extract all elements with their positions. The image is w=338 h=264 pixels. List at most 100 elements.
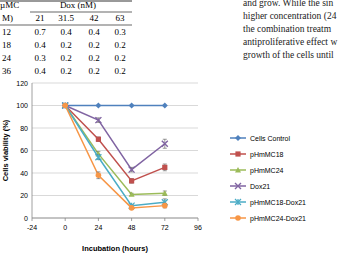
table-cell: 36: [2, 66, 12, 76]
point: [95, 154, 101, 160]
table-cell: 0.2: [88, 53, 99, 63]
legend-marker: [235, 215, 241, 221]
x-tick: [32, 218, 33, 221]
point: [62, 103, 68, 108]
y-axis-title: Cells viability (%): [1, 119, 10, 181]
table-column: 63: [116, 13, 126, 23]
point: [162, 165, 167, 170]
x-tick-label: 96: [194, 224, 202, 231]
x-tick: [65, 218, 66, 221]
body-text: and grow. While the sin: [243, 0, 333, 8]
y-tick-label: 80: [20, 125, 28, 132]
point: [162, 103, 168, 109]
table-cell: 24: [2, 53, 12, 63]
point: [95, 117, 101, 123]
point: [129, 167, 135, 173]
table-cell: 0.2: [88, 40, 99, 50]
table-cell: 0.4: [88, 27, 100, 37]
point: [62, 103, 68, 109]
grid-line: [32, 105, 198, 106]
x-tick: [98, 218, 99, 221]
point: [96, 172, 102, 178]
table-rule: [0, 25, 132, 26]
y-axis: [32, 83, 33, 218]
legend-marker: [235, 151, 240, 156]
table-cell: 0.2: [114, 66, 125, 76]
table-cell: 0.2: [60, 53, 71, 63]
table-cell: 0.2: [88, 66, 99, 76]
table-cell: 0.2: [114, 40, 125, 50]
error-bar: [163, 139, 167, 148]
error-bar: [96, 155, 100, 160]
legend-label: pHmMC18: [250, 151, 284, 159]
y-tick-label: 100: [16, 102, 28, 109]
table-column: 42: [90, 13, 99, 23]
error-bar: [96, 137, 100, 142]
point: [162, 190, 168, 195]
table-cell: 0.2: [60, 66, 71, 76]
table-cell: 0.7: [34, 27, 46, 37]
table-cell: 0.4: [34, 40, 46, 50]
table-cell: 0.2: [60, 40, 71, 50]
legend-label: Dox21: [250, 183, 270, 190]
error-bar: [96, 172, 100, 179]
legend-label: pHmMC24-Dox21: [250, 215, 306, 223]
body-text: growth of the cells until: [243, 50, 334, 60]
point: [162, 203, 168, 209]
error-bar: [163, 164, 167, 171]
table-cell: 18: [2, 40, 12, 50]
grid-line: [32, 128, 198, 129]
legend-label: pHmMC18-Dox21: [250, 199, 306, 207]
error-bar: [130, 179, 134, 184]
x-axis: [32, 218, 198, 219]
point: [129, 178, 134, 183]
x-tick-label: 72: [161, 224, 169, 231]
page: µMCDox (nM)M)2131.54263120.70.40.40.3180…: [0, 0, 338, 264]
x-tick-label: 24: [95, 224, 103, 231]
legend-label: Cells Control: [250, 135, 291, 142]
error-bar: [96, 118, 100, 123]
y-tick-label: 20: [20, 192, 28, 199]
point: [62, 103, 68, 109]
point: [95, 103, 101, 109]
point: [129, 205, 135, 211]
table-cell: 12: [2, 27, 11, 37]
table-column: 21: [36, 13, 45, 23]
table-column: 31.5: [58, 13, 74, 23]
x-axis-title: Incubation (hours): [82, 244, 148, 253]
table-cell: 0.2: [114, 53, 125, 63]
grid-line: [32, 218, 198, 219]
point: [129, 103, 135, 109]
point: [162, 141, 168, 147]
series-line: [65, 106, 165, 208]
table-cell: 0.4: [60, 27, 72, 37]
table-header: µMC: [0, 0, 19, 10]
point: [96, 137, 101, 142]
point: [62, 103, 68, 109]
legend-marker: [235, 183, 241, 189]
y-tick-label: 0: [24, 215, 28, 222]
grid-line: [32, 150, 198, 151]
x-tick-label: 0: [63, 224, 67, 231]
table-cell: 0.4: [34, 66, 46, 76]
y-tick-label: 120: [16, 80, 28, 87]
legend-marker: [235, 167, 241, 172]
body-text: antiproliferative effect w: [243, 37, 337, 47]
error-bar: [163, 203, 167, 208]
body-text: higher concentration (24: [243, 11, 337, 22]
y-tick-label: 40: [20, 170, 28, 177]
legend-marker: [235, 199, 241, 205]
x-tick-label: 48: [128, 224, 136, 231]
body-text: the combination treatm: [243, 24, 332, 34]
x-tick: [131, 218, 132, 221]
table-cell: 0.3: [34, 53, 46, 63]
x-tick: [198, 218, 199, 221]
table-cell: 0.3: [114, 27, 126, 37]
x-tick-label: -24: [27, 224, 37, 231]
series-line: [65, 105, 165, 107]
grid-line: [32, 195, 198, 196]
legend-marker: [235, 135, 241, 141]
y-tick-label: 60: [20, 147, 28, 154]
point: [129, 191, 135, 196]
plot-marks: [62, 103, 168, 211]
